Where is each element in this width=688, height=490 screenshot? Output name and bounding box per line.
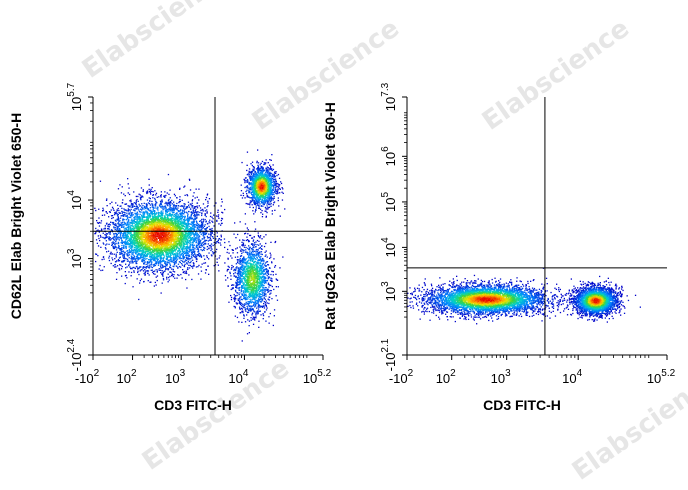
y-tick-label: 105: [380, 191, 398, 211]
y-tick-label: 106: [380, 146, 398, 166]
y-axis-label: Rat IgG2a Elab Bright Violet 650-H: [322, 102, 338, 330]
x-tick-label: -102: [389, 368, 414, 386]
y-tick-label: 103: [66, 248, 84, 268]
y-tick-label: -102.4: [66, 338, 84, 371]
plot-2: -102 102 103 104 105.2 -102.1 103 104 105 106 107.…: [322, 82, 676, 413]
y-tick-label: 104: [380, 237, 398, 257]
population-2: [545, 275, 641, 323]
y-tick-label: -102.1: [380, 338, 398, 371]
y-axis-label: CD62L Elab Bright Violet 650-H: [8, 113, 24, 319]
x-tick-label: -102: [75, 368, 100, 386]
x-tick-label: 102: [436, 368, 456, 386]
x-axis-label: CD3 FITC-H: [154, 397, 232, 413]
x-tick-label: 104: [228, 368, 248, 386]
x-tick-label: 102: [117, 368, 137, 386]
y-tick-label: 105.7: [66, 82, 84, 111]
x-tick-label: 103: [165, 368, 185, 386]
events-plot-2: [407, 267, 641, 325]
x-tick-label: 105.2: [303, 368, 332, 386]
y-tick-label: 103: [380, 281, 398, 301]
plot-1: -102 102 103 104 105.2 -102.4 103 104 105.7 CD3 F…: [8, 82, 332, 413]
population-2: [240, 149, 286, 218]
population-3: [224, 208, 284, 342]
x-tick-label: 105.2: [647, 368, 676, 386]
events-plot-1: [94, 149, 286, 342]
x-tick-label: 104: [562, 368, 582, 386]
y-tick-label: 104: [66, 190, 84, 210]
x-tick-label: 103: [491, 368, 511, 386]
x-axis-label: CD3 FITC-H: [483, 397, 561, 413]
population-1: [407, 267, 600, 325]
population-1: [94, 173, 267, 301]
y-tick-label: 107.3: [380, 82, 398, 111]
